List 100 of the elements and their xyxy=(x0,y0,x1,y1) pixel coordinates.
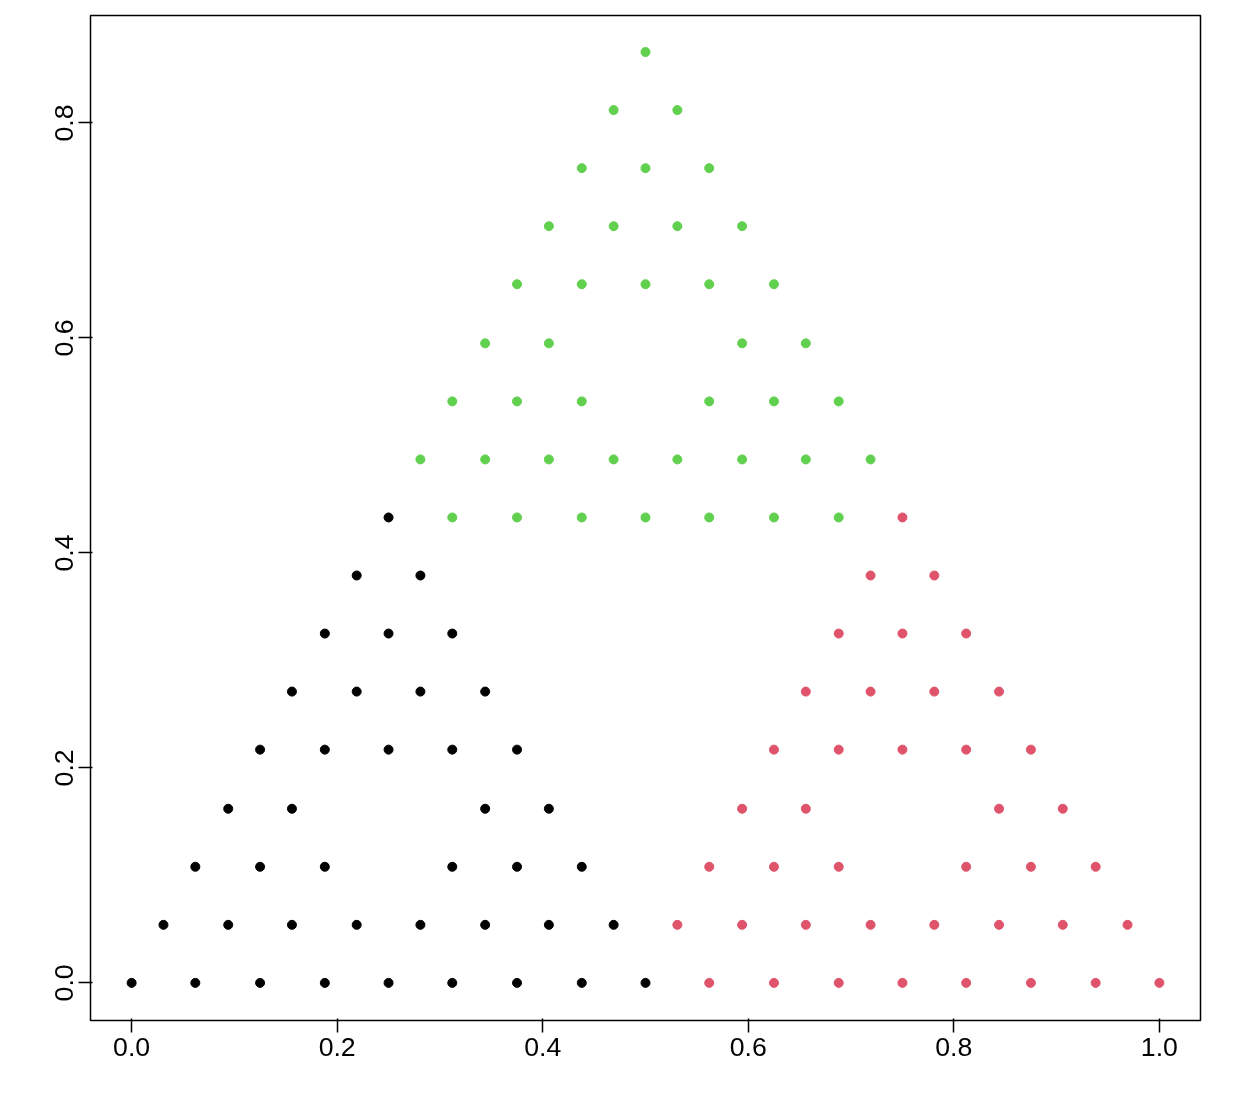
point xyxy=(190,861,201,872)
point xyxy=(737,919,748,930)
point xyxy=(512,279,523,290)
point xyxy=(576,512,587,523)
point xyxy=(576,861,587,872)
point xyxy=(961,861,972,872)
point xyxy=(833,396,844,407)
y-tick-label: 0.2 xyxy=(49,749,80,787)
point xyxy=(512,396,523,407)
y-tick-label: 0.4 xyxy=(49,534,80,572)
x-tick-label: 0.6 xyxy=(729,1031,767,1062)
point xyxy=(768,744,779,755)
point xyxy=(640,47,651,58)
point xyxy=(383,512,394,523)
point xyxy=(833,628,844,639)
point xyxy=(576,279,587,290)
point xyxy=(255,977,266,988)
y-tick-label: 0.8 xyxy=(49,104,80,142)
point xyxy=(929,686,940,697)
point xyxy=(158,919,169,930)
point xyxy=(1025,861,1036,872)
point xyxy=(704,279,715,290)
point xyxy=(1057,919,1068,930)
y-tick-label: 0.0 xyxy=(49,964,80,1002)
point xyxy=(543,338,554,349)
point xyxy=(768,396,779,407)
point xyxy=(865,570,876,581)
point xyxy=(833,977,844,988)
point xyxy=(961,628,972,639)
x-tick-label: 1.0 xyxy=(1140,1031,1178,1062)
point xyxy=(447,396,458,407)
point xyxy=(704,512,715,523)
point xyxy=(865,919,876,930)
point xyxy=(608,221,619,232)
point xyxy=(640,977,651,988)
point xyxy=(897,512,908,523)
point xyxy=(447,512,458,523)
point xyxy=(351,570,362,581)
point xyxy=(994,803,1005,814)
x-tick-label: 0.2 xyxy=(318,1031,356,1062)
point xyxy=(1122,919,1133,930)
point xyxy=(319,861,330,872)
point xyxy=(415,454,426,465)
point xyxy=(833,744,844,755)
point xyxy=(480,338,491,349)
point xyxy=(512,512,523,523)
point xyxy=(929,570,940,581)
point xyxy=(865,454,876,465)
point xyxy=(480,919,491,930)
point xyxy=(383,744,394,755)
point xyxy=(543,221,554,232)
point xyxy=(286,686,297,697)
point xyxy=(833,861,844,872)
point xyxy=(897,744,908,755)
point xyxy=(704,861,715,872)
point xyxy=(672,221,683,232)
point xyxy=(126,977,137,988)
point xyxy=(800,454,811,465)
y-tick-label: 0.6 xyxy=(49,319,80,357)
point xyxy=(768,279,779,290)
point xyxy=(961,744,972,755)
point xyxy=(608,454,619,465)
point xyxy=(1057,803,1068,814)
point xyxy=(319,977,330,988)
point xyxy=(672,919,683,930)
point xyxy=(512,744,523,755)
point xyxy=(351,686,362,697)
point xyxy=(737,221,748,232)
point xyxy=(768,861,779,872)
point xyxy=(1090,861,1101,872)
point xyxy=(929,919,940,930)
point xyxy=(576,163,587,174)
point xyxy=(543,803,554,814)
point xyxy=(865,686,876,697)
x-tick-label: 0.4 xyxy=(524,1031,562,1062)
x-tick-label: 0.0 xyxy=(113,1031,151,1062)
point xyxy=(223,919,234,930)
point xyxy=(672,105,683,116)
point xyxy=(737,454,748,465)
point xyxy=(255,744,266,755)
point xyxy=(897,628,908,639)
point xyxy=(1025,977,1036,988)
point xyxy=(480,686,491,697)
point xyxy=(800,338,811,349)
point xyxy=(704,163,715,174)
point xyxy=(286,803,297,814)
point xyxy=(319,744,330,755)
x-tick-label: 0.8 xyxy=(935,1031,973,1062)
point xyxy=(1154,977,1165,988)
point xyxy=(415,686,426,697)
point xyxy=(415,570,426,581)
point xyxy=(1090,977,1101,988)
point xyxy=(223,803,234,814)
point xyxy=(640,512,651,523)
point xyxy=(480,454,491,465)
point xyxy=(640,163,651,174)
point xyxy=(543,454,554,465)
point xyxy=(994,686,1005,697)
point xyxy=(415,919,426,930)
point xyxy=(351,919,362,930)
